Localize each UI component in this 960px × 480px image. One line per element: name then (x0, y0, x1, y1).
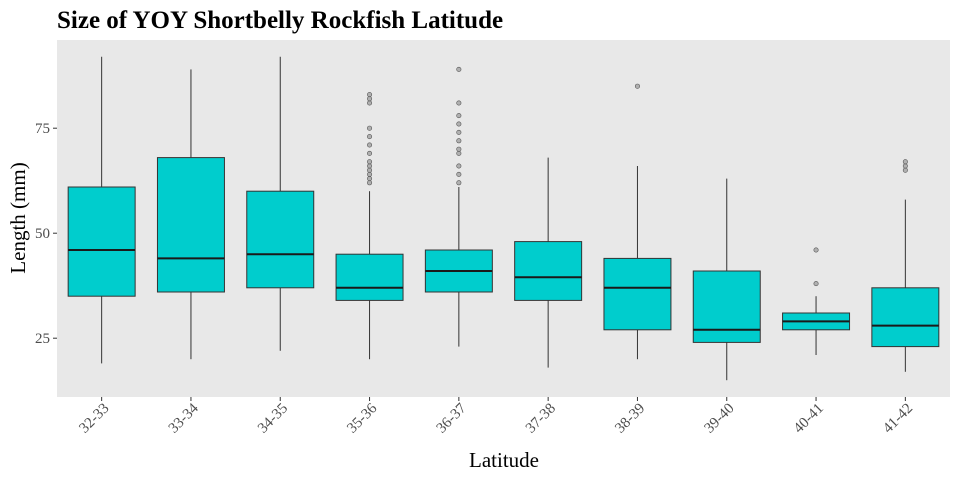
box-rect (692, 270, 761, 343)
outlier-point (367, 163, 373, 169)
outlier-point (367, 159, 373, 165)
outlier-point (456, 171, 462, 177)
box-rect (156, 157, 225, 293)
x-tick-label: 35-36 (344, 400, 380, 436)
outlier-point (456, 138, 462, 144)
outlier-point (634, 83, 640, 89)
box-41-42 (871, 159, 940, 372)
outlier-point (367, 167, 373, 173)
x-tick-label: 40-41 (791, 401, 827, 437)
outlier-point (367, 171, 373, 177)
box-39-40 (692, 178, 761, 381)
x-tick-label: 34-35 (255, 401, 291, 437)
outlier-point (367, 96, 373, 102)
outlier-point (902, 159, 908, 165)
chart-title: Size of YOY Shortbelly Rockfish Latitude (57, 7, 503, 34)
outlier-point (367, 100, 373, 106)
outlier-point (456, 180, 462, 186)
outlier-point (367, 142, 373, 148)
outlier-point (456, 150, 462, 156)
y-axis-title: Length (mm) (6, 162, 30, 273)
x-tick-label: 36-37 (434, 400, 470, 436)
outlier-point (456, 113, 462, 119)
box-rect (871, 287, 940, 348)
outlier-point (367, 180, 373, 186)
y-tick-label: 75 (35, 121, 50, 137)
outlier-point (456, 66, 462, 72)
box-rect (335, 253, 404, 301)
outlier-point (367, 134, 373, 140)
outlier-point (456, 163, 462, 169)
x-axis-title: Latitude (469, 448, 539, 472)
box-rect (514, 241, 583, 301)
outlier-point (456, 146, 462, 152)
outlier-point (813, 281, 819, 287)
y-axis: 25 50 75 (35, 121, 57, 347)
x-tick-label: 37-38 (523, 401, 559, 437)
outlier-point (902, 167, 908, 173)
y-tick-label: 50 (35, 226, 50, 242)
x-tick-label: 39-40 (702, 401, 738, 437)
box-38-39 (603, 83, 672, 360)
outlier-point (367, 150, 373, 156)
box-rect (246, 190, 315, 289)
box-rect (603, 257, 672, 331)
box-37-38 (514, 157, 583, 368)
outlier-point (456, 100, 462, 106)
boxes-layer (67, 56, 940, 381)
box-33-34 (156, 69, 225, 360)
x-tick-label: 38-39 (612, 401, 648, 437)
box-32-33 (67, 56, 136, 364)
box-rect (67, 186, 136, 297)
outlier-point (902, 163, 908, 169)
x-tick-label: 41-42 (880, 401, 916, 437)
outlier-point (367, 176, 373, 182)
box-40-41 (782, 247, 851, 355)
outlier-point (456, 121, 462, 127)
box-36-37 (424, 66, 493, 347)
outlier-point (456, 129, 462, 135)
box-35-36 (335, 92, 404, 360)
x-tick-label: 33-34 (166, 400, 202, 436)
box-34-35 (246, 56, 315, 351)
x-tick-label: 32-33 (76, 401, 112, 437)
outlier-point (367, 92, 373, 98)
outlier-point (367, 125, 373, 131)
y-tick-label: 25 (35, 331, 50, 347)
x-axis: 32-33 33-34 34-35 35-36 36-37 37-38 38-39 39-40… (76, 397, 916, 437)
outlier-point (813, 247, 819, 253)
